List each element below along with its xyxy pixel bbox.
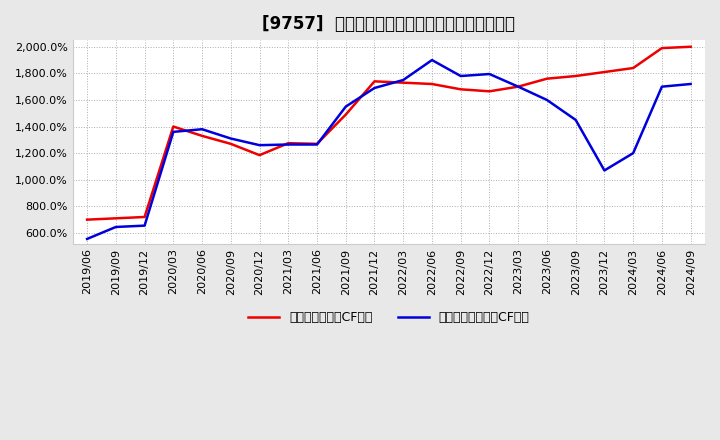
有利子負債営業CF比率 <box>112 216 120 221</box>
有利子負債営業CF比率 <box>399 80 408 85</box>
有利子負債フリーCF比率 <box>370 85 379 91</box>
有利子負債営業CF比率 <box>657 45 666 51</box>
有利子負債営業CF比率 <box>341 112 350 117</box>
有利子負債営業CF比率 <box>255 153 264 158</box>
有利子負債フリーCF比率 <box>227 136 235 141</box>
有利子負債フリーCF比率 <box>140 223 149 228</box>
Line: 有利子負債営業CF比率: 有利子負債営業CF比率 <box>87 47 690 220</box>
有利子負債営業CF比率 <box>686 44 695 49</box>
有利子負債営業CF比率 <box>198 133 207 139</box>
有利子負債フリーCF比率 <box>485 71 494 77</box>
有利子負債営業CF比率 <box>572 73 580 79</box>
有利子負債営業CF比率 <box>83 217 91 222</box>
有利子負債フリーCF比率 <box>399 77 408 83</box>
有利子負債フリーCF比率 <box>112 224 120 230</box>
有利子負債営業CF比率 <box>456 87 465 92</box>
有利子負債フリーCF比率 <box>284 142 292 147</box>
有利子負債フリーCF比率 <box>514 84 523 89</box>
有利子負債営業CF比率 <box>140 214 149 220</box>
Line: 有利子負債フリーCF比率: 有利子負債フリーCF比率 <box>87 60 690 239</box>
有利子負債フリーCF比率 <box>600 168 608 173</box>
有利子負債営業CF比率 <box>514 84 523 89</box>
有利子負債営業CF比率 <box>370 79 379 84</box>
Legend: 有利子負債営業CF比率, 有利子負債フリーCF比率: 有利子負債営業CF比率, 有利子負債フリーCF比率 <box>243 306 535 329</box>
有利子負債フリーCF比率 <box>456 73 465 79</box>
有利子負債フリーCF比率 <box>312 142 321 147</box>
有利子負債営業CF比率 <box>600 70 608 75</box>
有利子負債フリーCF比率 <box>686 81 695 87</box>
有利子負債フリーCF比率 <box>341 104 350 109</box>
有利子負債フリーCF比率 <box>629 150 637 156</box>
有利子負債フリーCF比率 <box>572 117 580 123</box>
有利子負債フリーCF比率 <box>198 127 207 132</box>
有利子負債フリーCF比率 <box>428 58 436 63</box>
有利子負債営業CF比率 <box>312 141 321 147</box>
有利子負債営業CF比率 <box>629 66 637 71</box>
有利子負債営業CF比率 <box>169 124 178 129</box>
有利子負債営業CF比率 <box>428 81 436 87</box>
有利子負債営業CF比率 <box>284 140 292 146</box>
有利子負債営業CF比率 <box>543 76 552 81</box>
有利子負債営業CF比率 <box>485 89 494 94</box>
有利子負債フリーCF比率 <box>83 236 91 242</box>
有利子負債営業CF比率 <box>227 141 235 147</box>
有利子負債フリーCF比率 <box>657 84 666 89</box>
有利子負債フリーCF比率 <box>543 97 552 103</box>
有利子負債フリーCF比率 <box>169 129 178 135</box>
Title: [9757]  有利子負債キャッシュフロー比率の推移: [9757] 有利子負債キャッシュフロー比率の推移 <box>262 15 516 33</box>
有利子負債フリーCF比率 <box>255 143 264 148</box>
